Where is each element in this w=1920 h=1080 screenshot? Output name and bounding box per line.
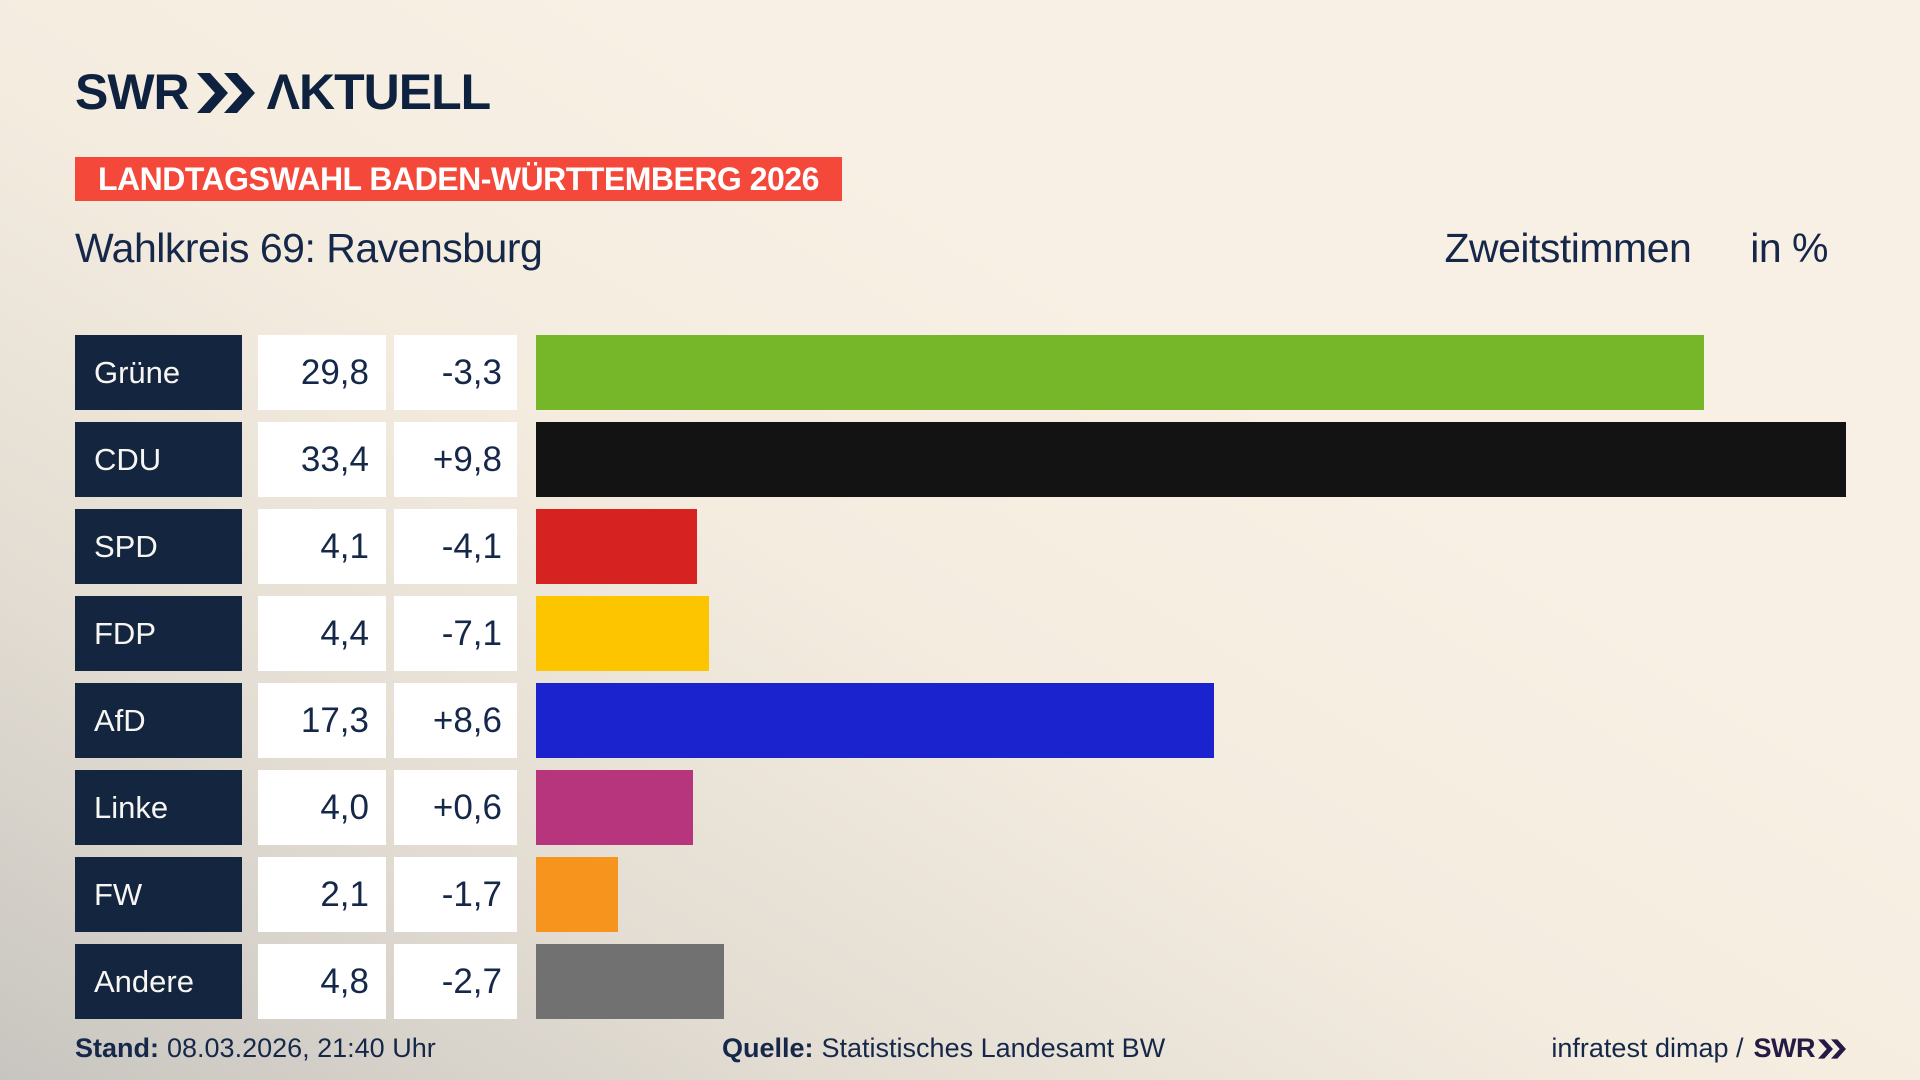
measure-text: Zweitstimmen [1444,225,1692,271]
result-bar [536,509,697,584]
party-label: FDP [75,596,242,671]
measure-label: Zweitstimmen in % [1444,221,1828,275]
unit-text: in % [1750,225,1828,271]
result-row: Linke 4,0 +0,6 [75,770,1920,845]
logo-swr-text: SWR [75,64,190,120]
value-cell: 4,1 [258,509,386,584]
result-bar [536,683,1215,758]
party-label: SPD [75,509,242,584]
result-row: Andere 4,8 -2,7 [75,944,1920,1019]
party-label: Andere [75,944,242,1019]
bar-track [536,335,1920,410]
source-value: Statistisches Landesamt BW [821,1033,1166,1063]
bar-track [536,944,1920,1019]
result-bar [536,770,693,845]
change-cell: -4,1 [394,509,517,584]
logo-aktuell-text: ΛKTUELL [266,64,492,120]
change-cell: -3,3 [394,335,517,410]
party-label: CDU [75,422,242,497]
party-label: AfD [75,683,242,758]
bar-track [536,596,1920,671]
value-cell: 4,4 [258,596,386,671]
swr-mini-logo: SWR [1753,1031,1846,1065]
result-bar [536,596,709,671]
source-info: Quelle: Statistisches Landesamt BW [722,1031,1165,1065]
result-row: AfD 17,3 +8,6 [75,683,1920,758]
change-cell: -2,7 [394,944,517,1019]
party-label: FW [75,857,242,932]
credit-info: infratest dimap / SWR [1551,1031,1846,1065]
result-row: FDP 4,4 -7,1 [75,596,1920,671]
results-chart: Grüne 29,8 -3,3 CDU 33,4 +9,8 SPD 4,1 -4 [75,335,1920,1031]
value-cell: 17,3 [258,683,386,758]
rows-container: Grüne 29,8 -3,3 CDU 33,4 +9,8 SPD 4,1 -4 [75,335,1920,1019]
party-label: Grüne [75,335,242,410]
election-banner: LANDTAGSWAHL BADEN-WÜRTTEMBERG 2026 [75,157,842,201]
source-label: Quelle: [722,1033,814,1063]
credit-logo-text: SWR [1753,1033,1816,1063]
value-cell: 4,8 [258,944,386,1019]
result-bar [536,335,1705,410]
bar-track [536,770,1920,845]
result-row: Grüne 29,8 -3,3 [75,335,1920,410]
value-cell: 4,0 [258,770,386,845]
change-cell: +9,8 [394,422,517,497]
title-row: Wahlkreis 69: Ravensburg Zweitstimmen in… [75,221,1828,275]
page-title: Wahlkreis 69: Ravensburg [75,225,543,271]
result-row: CDU 33,4 +9,8 [75,422,1920,497]
swr-aktuell-logo: SWR ΛKTUELL [75,64,492,120]
stand-info: Stand: 08.03.2026, 21:40 Uhr [75,1031,436,1065]
value-cell: 33,4 [258,422,386,497]
bar-track [536,857,1920,932]
stand-label: Stand: [75,1033,159,1063]
result-row: FW 2,1 -1,7 [75,857,1920,932]
change-cell: -1,7 [394,857,517,932]
change-cell: -7,1 [394,596,517,671]
double-chevron-icon [196,73,255,113]
result-bar [536,422,1846,497]
value-cell: 2,1 [258,857,386,932]
bar-track [536,422,1920,497]
stand-value: 08.03.2026, 21:40 Uhr [167,1033,436,1063]
bar-track [536,509,1920,584]
bar-track [536,683,1920,758]
credit-text: infratest dimap / [1551,1033,1744,1063]
result-bar [536,857,619,932]
double-chevron-icon [1818,1039,1846,1059]
value-cell: 29,8 [258,335,386,410]
party-label: Linke [75,770,242,845]
result-bar [536,944,725,1019]
change-cell: +8,6 [394,683,517,758]
result-row: SPD 4,1 -4,1 [75,509,1920,584]
change-cell: +0,6 [394,770,517,845]
